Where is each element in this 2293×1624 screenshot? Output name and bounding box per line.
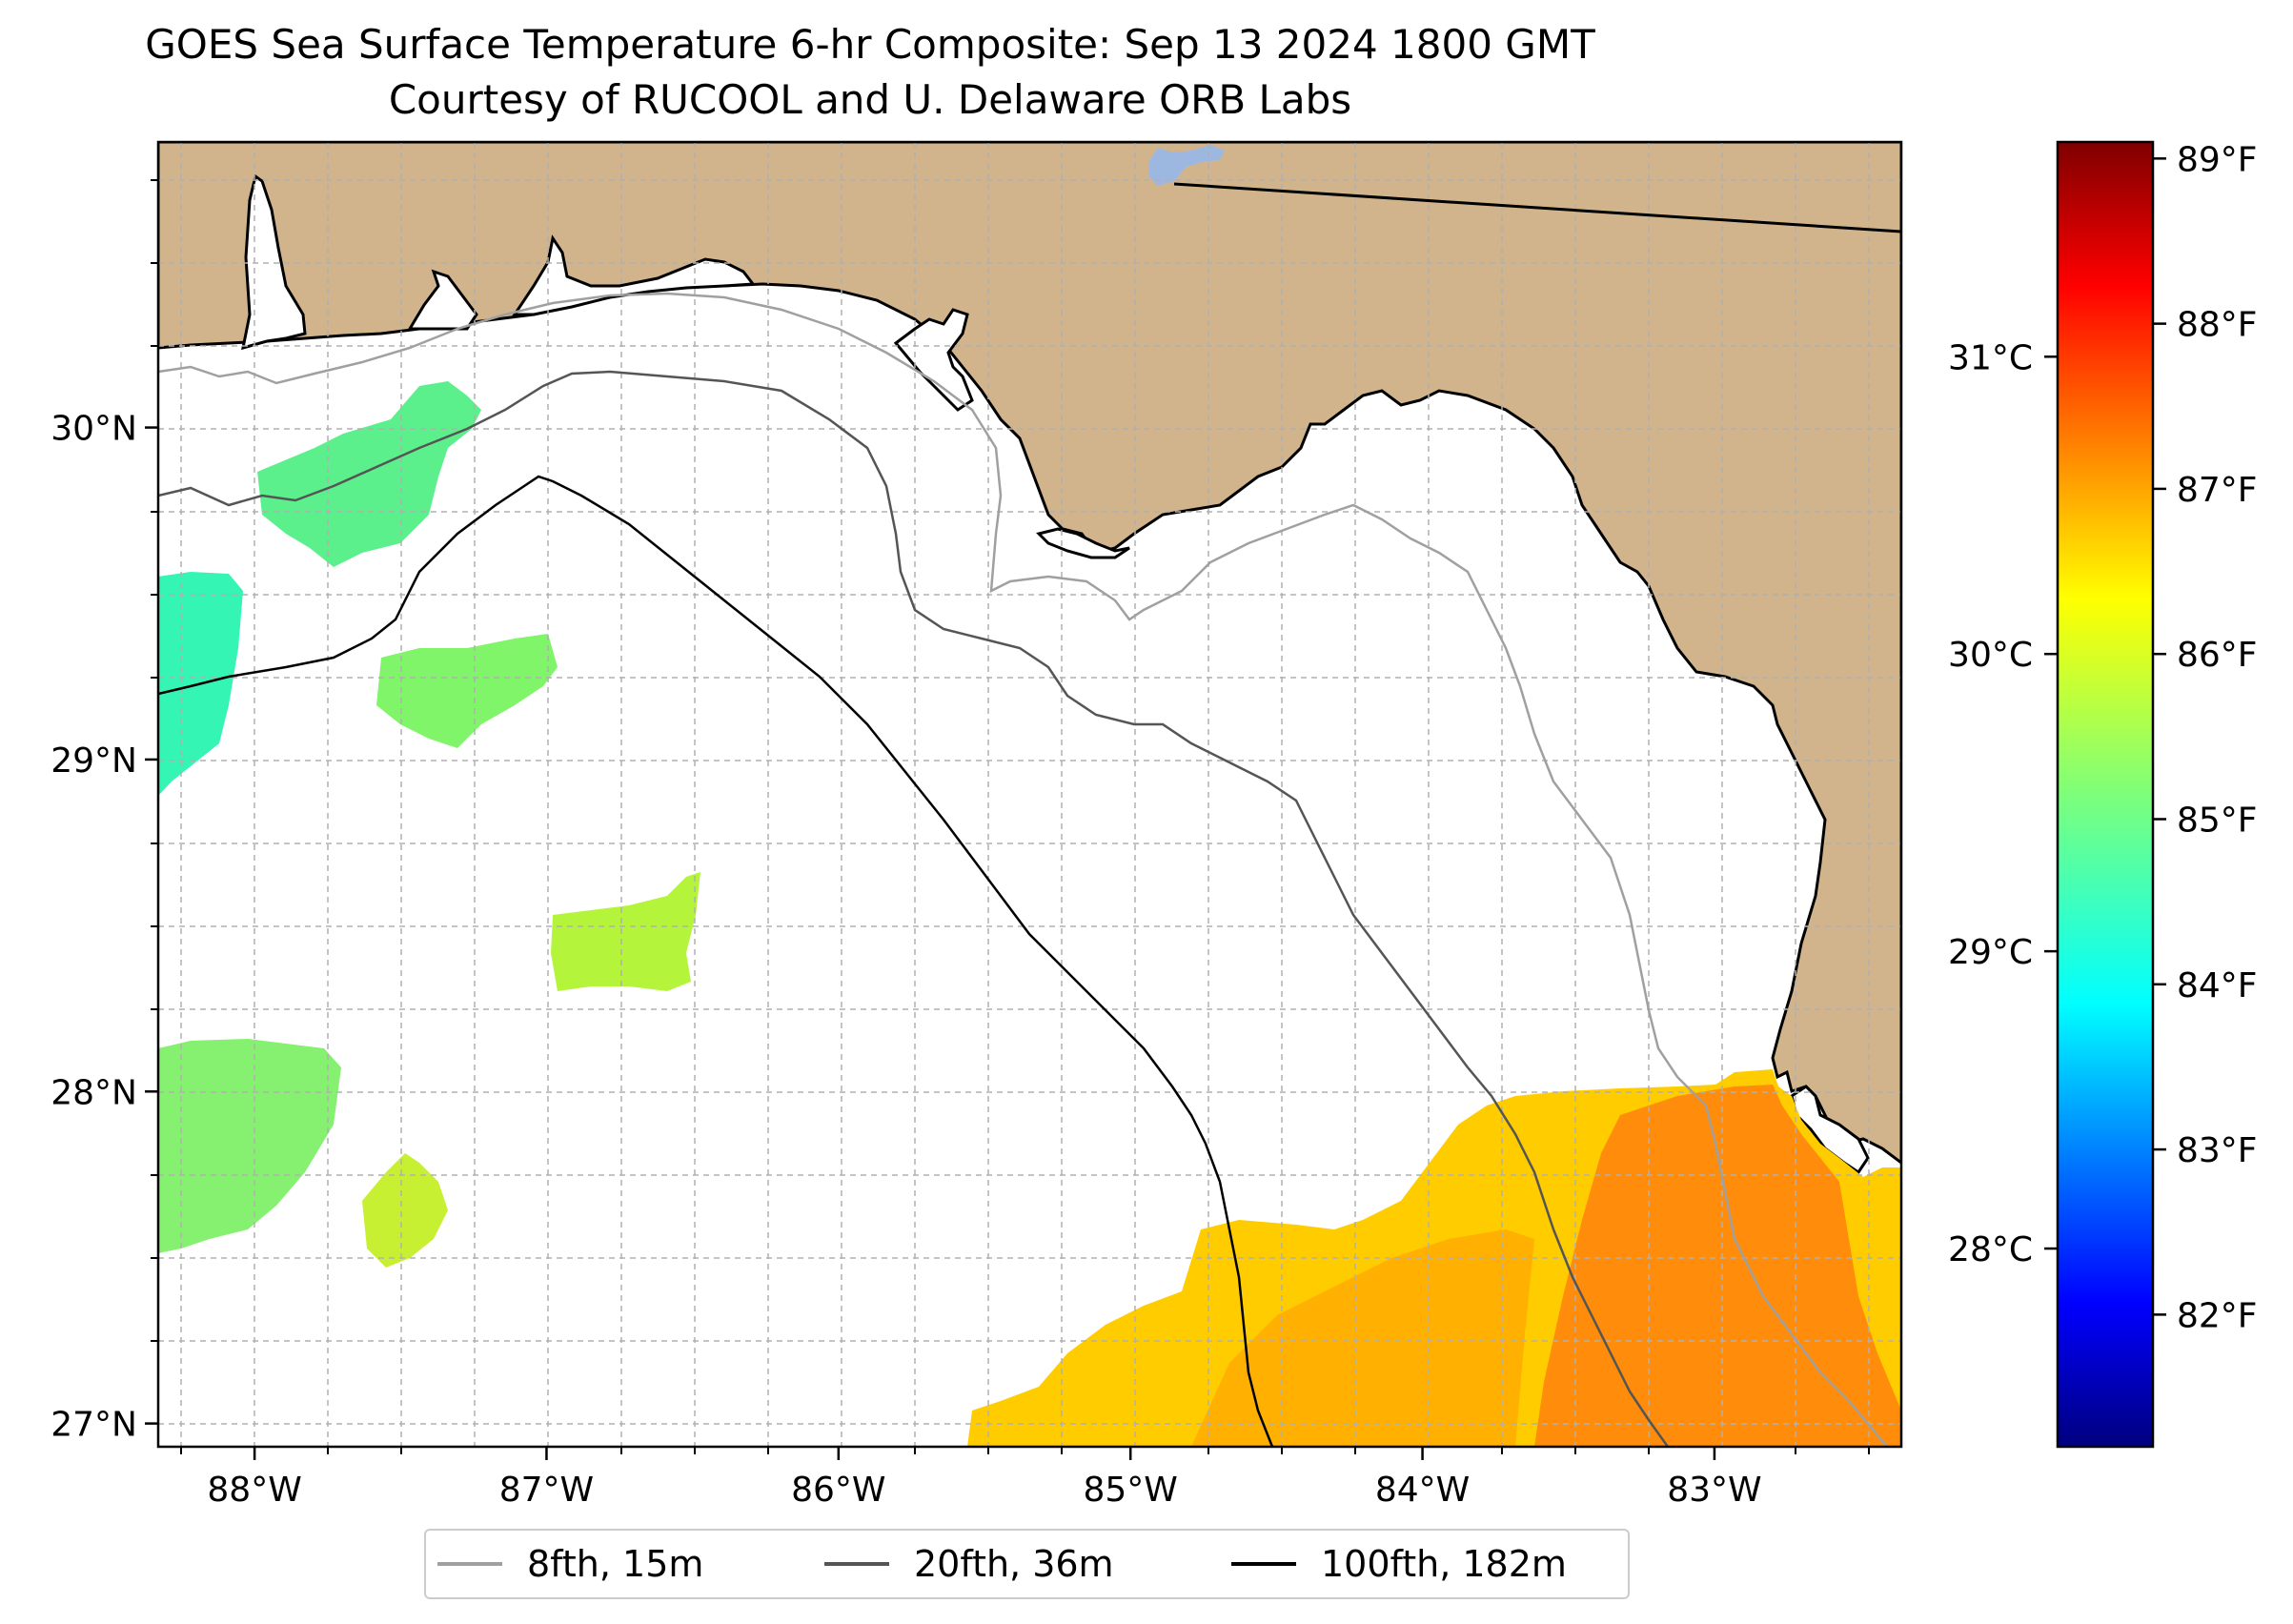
legend-label-8fth: 8fth, 15m — [527, 1543, 704, 1585]
lon-tick-label: 83°W — [1667, 1471, 1761, 1510]
legend-swatch-100fth — [1231, 1562, 1296, 1566]
legend-label-100fth: 100fth, 182m — [1321, 1543, 1567, 1585]
colorbar-f-tick-label: 85°F — [2177, 801, 2258, 840]
colorbar-c-tick-label: 30°C — [1948, 636, 2033, 675]
sst-patch-lime-2 — [362, 1153, 448, 1268]
colorbar-fahrenheit-axis: 82°F 83°F 84°F 85°F 86°F 87°F 88°F 89°F — [2153, 140, 2258, 1335]
isobath-legend: 8fth, 15m 20fth, 36m 100fth, 182m — [424, 1529, 1630, 1599]
longitude-axis: 88°W 87°W 86°W 85°W 84°W 83°W — [207, 1447, 1762, 1510]
colorbar-f-tick-label: 89°F — [2177, 140, 2258, 179]
state-border — [1173, 182, 1901, 233]
legend-entry-20fth: 20fth, 36m — [824, 1531, 1114, 1597]
sst-patch-lime — [551, 872, 700, 991]
lon-tick-label: 88°W — [207, 1471, 301, 1510]
isobath-20fth-36m — [158, 370, 1670, 1447]
isobath-8fth-15m — [158, 292, 1888, 1447]
sst-patch-green-2 — [376, 634, 558, 748]
colorbar-c-tick-label: 31°C — [1948, 338, 2033, 377]
mobile-bay — [241, 173, 307, 351]
sst-patch-green — [257, 381, 481, 567]
lat-tick-label: 30°N — [51, 410, 137, 449]
lon-tick-label: 86°W — [791, 1471, 885, 1510]
colorbar-f-tick-label: 84°F — [2177, 966, 2258, 1005]
gridlines — [158, 142, 1901, 1447]
colorbar-c-tick-label: 28°C — [1948, 1230, 2033, 1269]
tampa-bay — [1790, 1085, 1870, 1175]
sst-patch-mid — [1191, 1229, 1534, 1447]
map-title: GOES Sea Surface Temperature 6-hr Compos… — [145, 21, 1595, 68]
colorbar-f-tick-label: 87°F — [2177, 471, 2258, 510]
colorbar-f-tick-label: 83°F — [2177, 1131, 2258, 1170]
lat-tick-label: 27°N — [51, 1406, 137, 1445]
latitude-axis: 27°N 28°N 29°N 30°N — [51, 410, 158, 1445]
colorbar-f-tick-label: 86°F — [2177, 636, 2258, 675]
colorbar-celsius-axis: 28°C 29°C 30°C 31°C — [1948, 338, 2058, 1269]
colorbar-f-tick-label: 88°F — [2177, 306, 2258, 345]
legend-entry-100fth: 100fth, 182m — [1231, 1531, 1567, 1597]
map-frame — [156, 140, 1903, 1449]
lake — [1148, 145, 1225, 186]
isobath-100fth-182m — [158, 475, 1274, 1447]
apalachicola-bay — [1036, 527, 1130, 559]
map-subtitle: Courtesy of RUCOOL and U. Delaware ORB L… — [388, 76, 1352, 123]
colorbar — [2056, 140, 2155, 1449]
legend-swatch-20fth — [824, 1562, 889, 1566]
legend-swatch-8fth — [437, 1562, 502, 1566]
legend-entry-8fth: 8fth, 15m — [437, 1531, 703, 1597]
lat-tick-label: 29°N — [51, 741, 137, 781]
lat-tick-label: 28°N — [51, 1073, 137, 1112]
minor-ticks — [151, 179, 1870, 1454]
colorbar-f-tick-label: 82°F — [2177, 1296, 2258, 1335]
legend-label-20fth: 20fth, 36m — [914, 1543, 1114, 1585]
colorbar-c-tick-label: 29°C — [1948, 933, 2033, 972]
lon-tick-label: 84°W — [1375, 1471, 1470, 1510]
lon-tick-label: 87°W — [499, 1471, 594, 1510]
map-panel — [158, 142, 1901, 1447]
lon-tick-label: 85°W — [1083, 1471, 1177, 1510]
